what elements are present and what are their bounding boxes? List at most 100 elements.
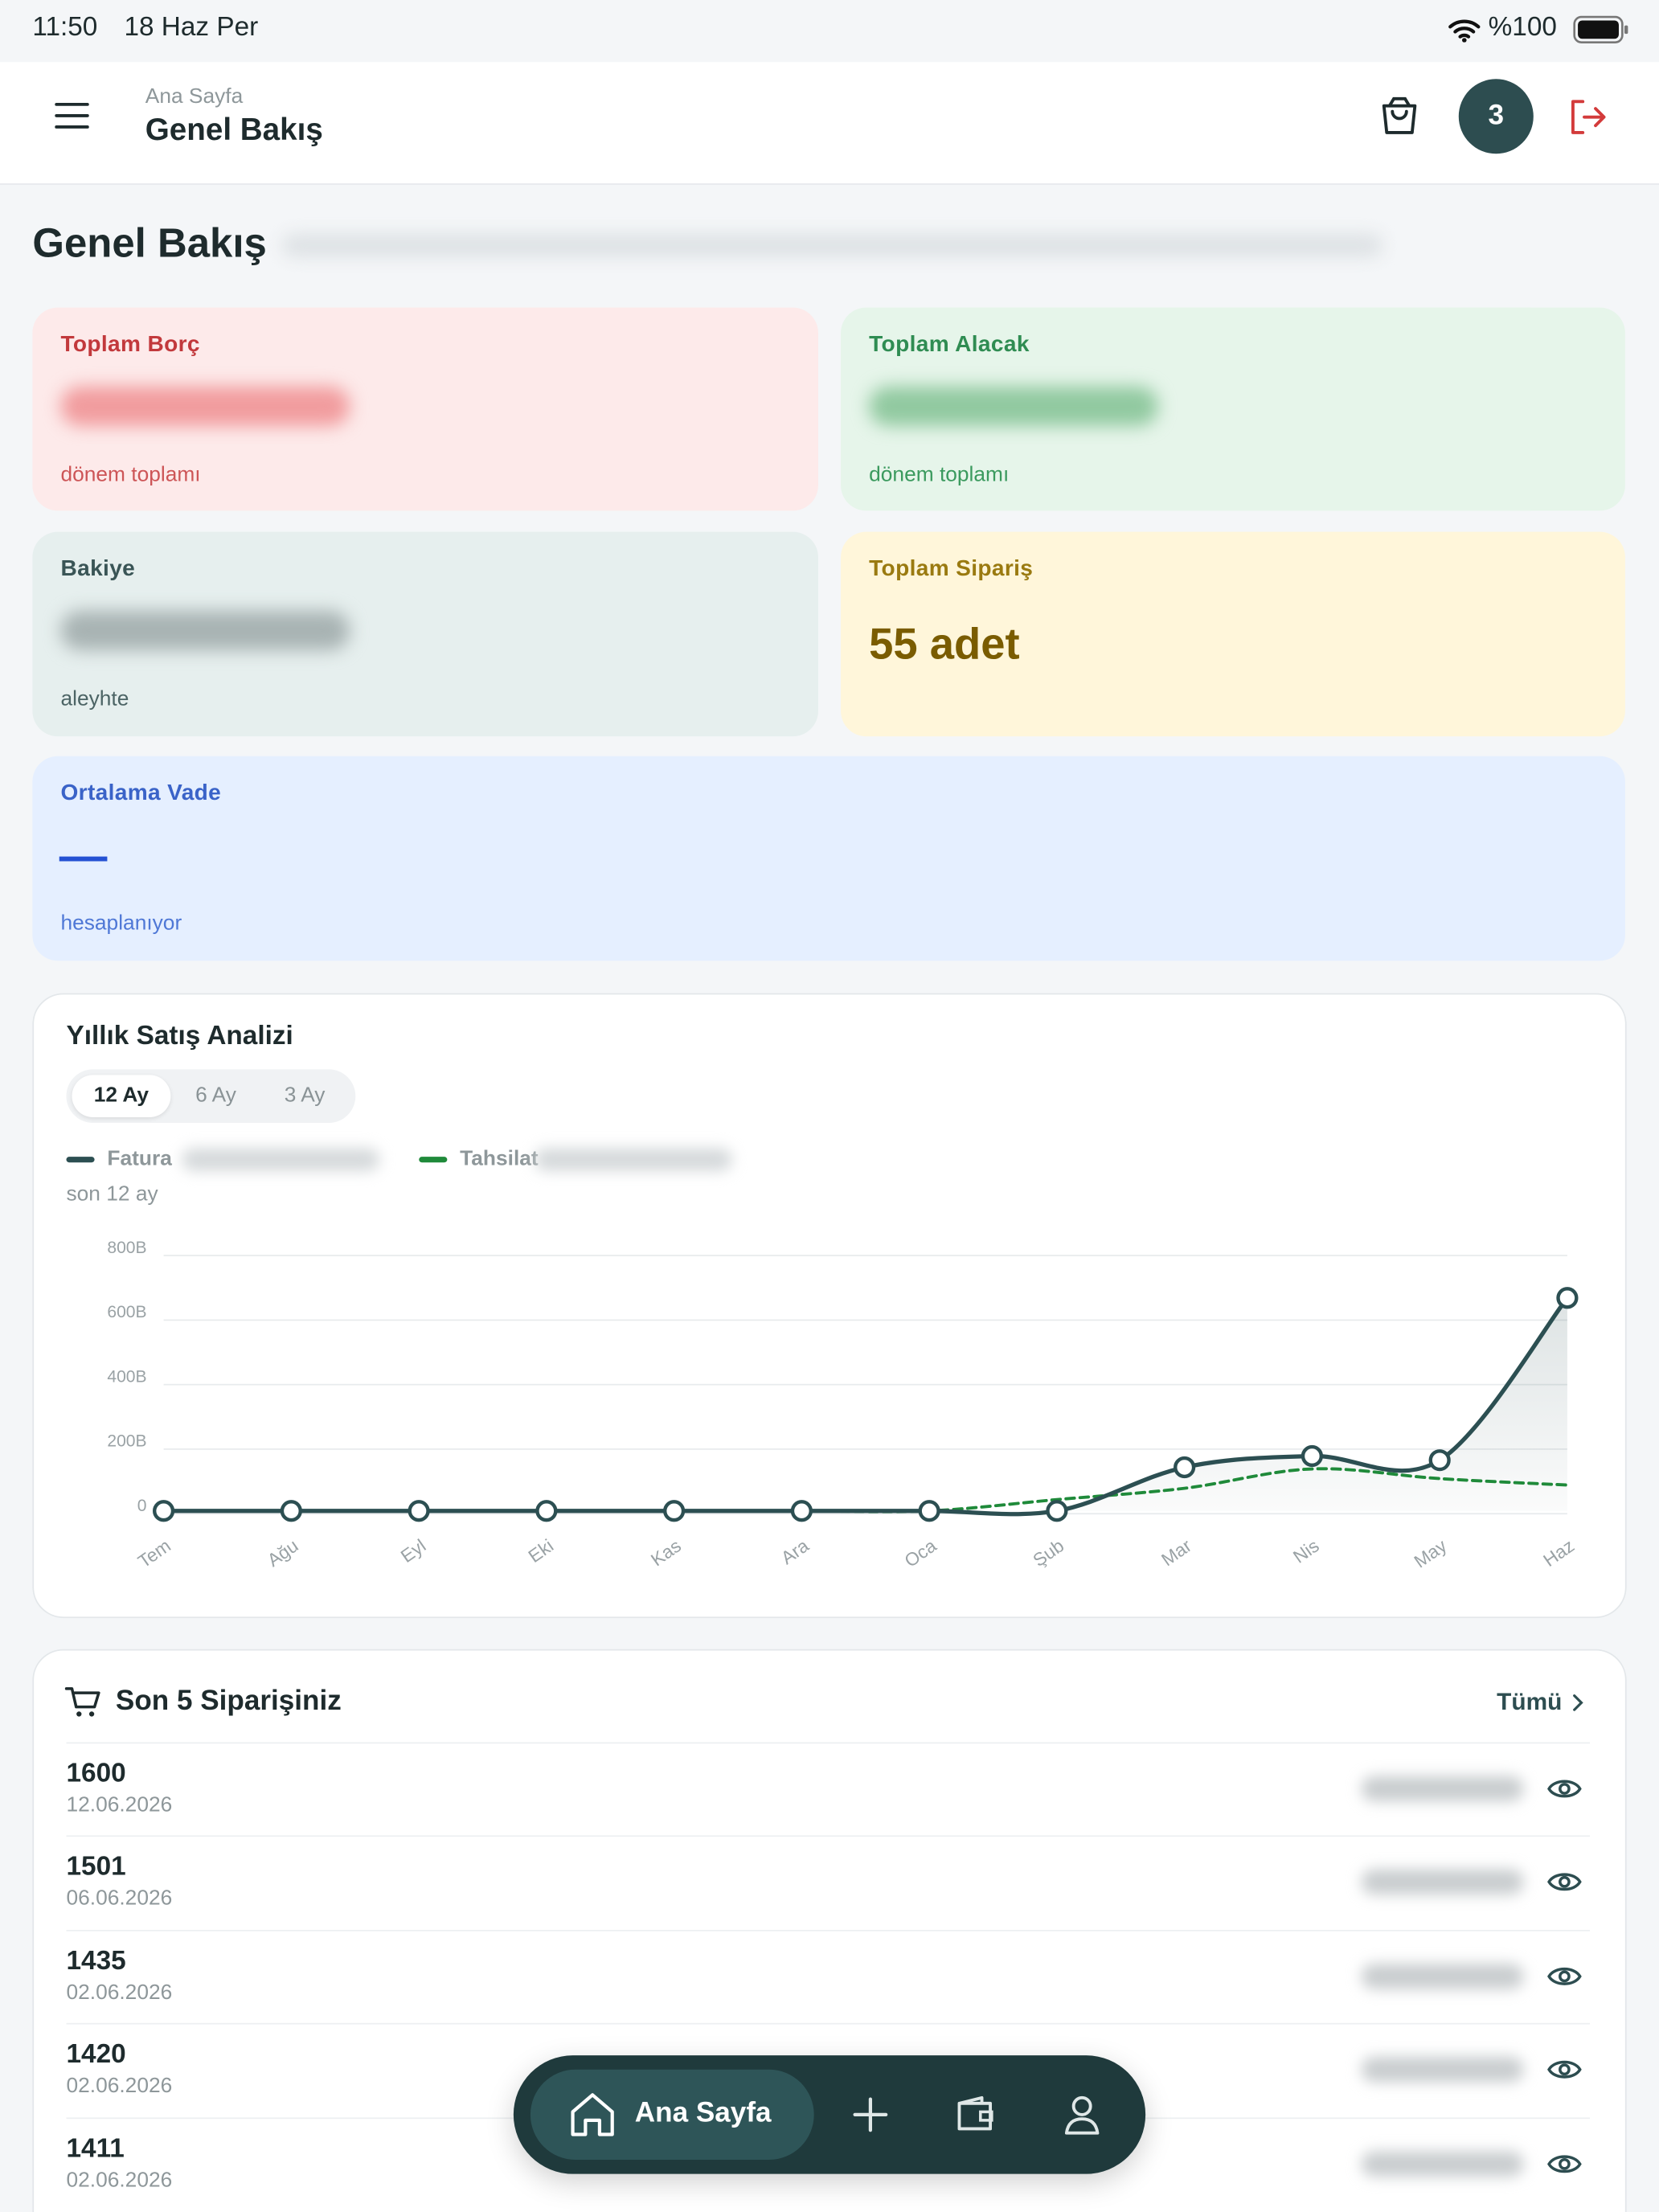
x-tick-label: Oca <box>900 1534 940 1571</box>
receivable-card: Toplam Alacak dönem toplamı <box>841 307 1625 511</box>
order-id: 1435 <box>66 1946 126 1976</box>
y-tick-label: 400B <box>107 1367 146 1386</box>
chart-plot: 0 200B 400B 600B 800B Tem Ağu Eyl Eki Kas Ara Oca Şu… <box>107 1239 1579 1572</box>
nav-home-label: Ana Sayfa <box>634 2097 772 2129</box>
row-separator <box>66 1929 1590 1931</box>
view-order-button[interactable] <box>1546 1775 1583 1803</box>
card-note: hesaplanıyor <box>60 911 182 936</box>
order-id: 1420 <box>66 2040 126 2071</box>
order-id: 1600 <box>66 1759 126 1789</box>
blurred-amount <box>1361 1870 1524 1895</box>
see-all-link[interactable]: Tümü <box>1497 1688 1563 1716</box>
data-point <box>918 1500 940 1522</box>
order-date: 02.06.2026 <box>66 2167 173 2192</box>
legend-swatch <box>419 1157 448 1163</box>
data-point <box>1174 1456 1196 1479</box>
data-point <box>535 1500 558 1522</box>
x-tick-label: Mar <box>1157 1534 1195 1570</box>
order-id: 1411 <box>66 2133 125 2164</box>
series-area <box>163 1297 1567 1514</box>
chevron <box>1573 1694 1583 1711</box>
home-icon <box>571 2093 614 2136</box>
y-tick-label: 200B <box>107 1432 146 1451</box>
tab[interactable]: 6 Ay <box>195 1083 236 1108</box>
legend-label: Tahsilat <box>460 1146 539 1171</box>
y-tick-label: 0 <box>137 1497 147 1515</box>
data-point <box>152 1500 175 1522</box>
order-date: 02.06.2026 <box>66 2074 173 2099</box>
notification-badge[interactable]: 3 <box>1458 79 1534 154</box>
card-note: aleyhte <box>60 686 129 711</box>
data-point <box>1301 1444 1324 1468</box>
chart-subtitle: son 12 ay <box>66 1182 158 1206</box>
data-point <box>790 1500 813 1522</box>
card-note: dönem toplamı <box>60 462 201 487</box>
nav-home[interactable]: Ana Sayfa <box>530 2069 814 2161</box>
blurred-amount <box>1361 1963 1524 1989</box>
row-separator <box>66 1742 1590 1744</box>
x-tick-label: Haz <box>1539 1535 1578 1571</box>
view-order-button[interactable] <box>1546 1962 1583 1990</box>
data-point <box>1428 1449 1451 1472</box>
wifi-icon <box>1448 19 1481 43</box>
blurred-total <box>535 1148 732 1171</box>
legend-label: Fatura <box>107 1146 172 1171</box>
tab[interactable]: 3 Ay <box>284 1083 326 1108</box>
order-date: 12.06.2026 <box>66 1792 173 1817</box>
row-separator <box>66 1836 1590 1837</box>
page-title: Genel Bakış <box>32 221 267 267</box>
average-term-card: Ortalama Vade — hesaplanıyor <box>32 756 1625 961</box>
blurred-value <box>60 610 350 651</box>
range-tabs: 12 Ay 6 Ay 3 Ay <box>66 1069 356 1124</box>
logout-button[interactable] <box>1566 96 1608 138</box>
data-point <box>1046 1500 1068 1522</box>
y-tick-label: 800B <box>107 1239 146 1257</box>
nav-add[interactable] <box>850 2095 890 2134</box>
view-order-button[interactable] <box>1546 2056 1583 2084</box>
menu-button[interactable] <box>54 99 93 133</box>
x-tick-label: Ağu <box>264 1535 302 1571</box>
x-tick-label: May <box>1410 1534 1451 1571</box>
card-label: Bakiye <box>60 557 136 582</box>
view-order-button[interactable] <box>1546 2149 1583 2177</box>
blurred-value <box>60 386 350 427</box>
card-label: Toplam Sipariş <box>869 557 1034 582</box>
blurred-amount <box>1361 2057 1524 2083</box>
blurred-value <box>869 386 1158 427</box>
bottom-nav: Ana Sayfa <box>513 2055 1146 2174</box>
blurred-subtitle <box>282 234 1382 257</box>
row-separator <box>66 2023 1590 2025</box>
order-id: 1501 <box>66 1853 126 1882</box>
x-tick-label: Kas <box>647 1535 685 1571</box>
card-label: Ortalama Vade <box>60 781 222 806</box>
nav-wallet[interactable] <box>953 2092 998 2137</box>
top-bar <box>0 62 1659 185</box>
nav-profile[interactable] <box>1061 2092 1104 2137</box>
order-date: 06.06.2026 <box>66 1886 173 1911</box>
x-tick-label: Nis <box>1289 1535 1323 1567</box>
orders-title: Son 5 Siparişiniz <box>115 1686 342 1717</box>
chart-title: Yıllık Satış Analizi <box>66 1021 293 1051</box>
card-label: Toplam Alacak <box>869 333 1030 358</box>
breadcrumb: Ana Sayfa <box>145 84 244 109</box>
tab-active[interactable]: 12 Ay <box>72 1075 171 1118</box>
order-date: 02.06.2026 <box>66 1980 173 2005</box>
blurred-total <box>182 1148 380 1171</box>
x-tick-label: Şub <box>1029 1535 1067 1571</box>
card-value: — <box>59 829 108 883</box>
data-point <box>1556 1287 1579 1309</box>
orders-count-card: Toplam Sipariş 55 adet <box>841 531 1625 737</box>
card-value: 55 adet <box>869 619 1020 669</box>
debt-card: Toplam Borç dönem toplamı <box>32 307 818 511</box>
x-tick-label: Tem <box>134 1535 174 1572</box>
cart-button[interactable] <box>1377 93 1422 138</box>
view-order-button[interactable] <box>1546 1868 1583 1896</box>
battery-level: %100 <box>1488 12 1557 43</box>
y-tick-label: 600B <box>107 1303 146 1321</box>
status-time: 11:50 <box>32 12 98 43</box>
balance-card: Bakiye aleyhte <box>32 531 818 737</box>
x-tick-label: Eyl <box>397 1535 430 1567</box>
x-tick-label: Ara <box>777 1534 813 1568</box>
